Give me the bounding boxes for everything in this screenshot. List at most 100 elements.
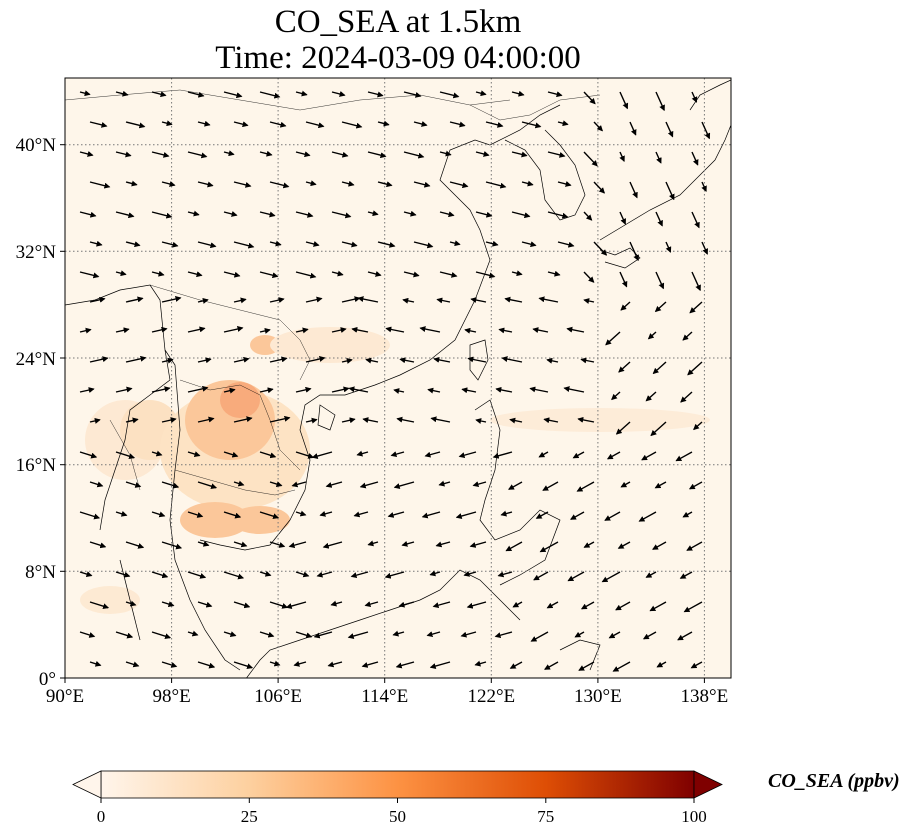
wind-arrow — [427, 387, 441, 394]
wind-arrow — [151, 511, 166, 518]
wind-arrow — [474, 660, 487, 667]
wind-arrow — [319, 510, 333, 517]
wind-arrow — [682, 511, 693, 518]
wind-arrow — [393, 481, 415, 489]
wind-arrow — [223, 571, 245, 580]
wind-arrow — [197, 416, 215, 423]
wind-arrow — [430, 416, 451, 423]
wind-arrow — [305, 296, 323, 303]
wind-arrow — [115, 386, 133, 393]
x-tick-label: 130°E — [574, 686, 622, 707]
wind-arrow — [89, 240, 103, 247]
wind-arrow — [583, 91, 596, 105]
wind-arrow — [259, 211, 276, 218]
wind-arrow — [580, 601, 595, 610]
wind-arrow — [403, 271, 420, 278]
wind-arrow — [475, 151, 490, 157]
wind-arrow — [439, 211, 455, 218]
wind-arrow — [680, 391, 693, 403]
wind-arrow — [295, 510, 307, 517]
colorbar-label: CO_SEA (ppbv) — [768, 770, 900, 792]
wind-arrow — [384, 571, 405, 579]
wind-arrow — [691, 211, 700, 229]
wind-arrow — [115, 211, 135, 219]
wind-arrow — [529, 386, 549, 393]
wind-arrow — [401, 540, 415, 547]
wind-arrow — [197, 241, 217, 249]
wind-arrow — [233, 416, 253, 423]
wind-arrow — [392, 630, 405, 637]
wind-arrow — [125, 241, 141, 248]
wind-arrow — [691, 151, 699, 166]
wind-arrow — [433, 356, 451, 363]
wind-arrow — [617, 541, 631, 549]
y-tick-label: 40°N — [16, 135, 57, 156]
wind-arrow — [455, 511, 477, 519]
wind-arrow — [341, 296, 361, 303]
wind-arrow — [618, 361, 631, 373]
wind-arrow — [449, 121, 466, 128]
y-tick-label: 16°N — [16, 455, 57, 476]
wind-arrow — [187, 271, 203, 278]
wind-arrow — [197, 601, 213, 608]
wind-arrow — [501, 356, 523, 363]
wind-arrow — [115, 151, 132, 158]
wind-arrow — [419, 326, 441, 333]
wind-arrow — [413, 181, 431, 188]
wind-arrow — [295, 211, 314, 218]
wind-arrow — [187, 451, 201, 457]
wind-arrow — [331, 211, 352, 219]
wind-arrow — [413, 241, 434, 249]
wind-arrow — [288, 541, 307, 549]
wind-arrow — [305, 417, 318, 424]
wind-arrow — [341, 241, 358, 248]
wind-arrow — [665, 121, 674, 138]
wind-arrow — [403, 91, 422, 98]
map-background — [65, 78, 731, 678]
wind-arrow — [305, 356, 326, 363]
wind-arrow — [424, 451, 441, 458]
wind-arrow — [398, 601, 415, 608]
wind-arrow — [151, 151, 170, 158]
wind-arrow — [390, 451, 405, 458]
wind-arrow — [485, 181, 507, 189]
wind-arrow — [89, 417, 101, 424]
wind-arrow — [679, 571, 693, 579]
wind-arrow — [689, 301, 703, 314]
wind-arrow — [701, 241, 709, 255]
wind-arrow — [125, 296, 144, 303]
wind-arrow — [295, 571, 310, 578]
wind-arrow — [691, 271, 701, 292]
wind-arrow — [619, 211, 627, 225]
y-tick-label: 24°N — [16, 349, 57, 370]
wind-arrow — [233, 541, 248, 548]
wind-arrow — [377, 241, 396, 248]
wind-arrow — [187, 630, 199, 637]
wind-arrow — [577, 416, 595, 423]
wind-arrow — [259, 91, 281, 99]
wind-arrow — [295, 327, 309, 334]
wind-arrow — [79, 90, 91, 97]
wind-arrow — [641, 451, 657, 461]
wind-arrow — [377, 181, 393, 188]
wind-arrow — [475, 418, 487, 424]
wind-arrow — [161, 481, 180, 489]
wind-arrow — [532, 327, 549, 334]
colorbar-tick-label: 100 — [681, 807, 707, 826]
wind-arrow — [259, 511, 280, 520]
wind-arrow — [151, 270, 165, 277]
wind-arrow — [161, 120, 173, 127]
wind-arrow — [356, 450, 369, 457]
wind-arrow — [311, 451, 333, 459]
wind-arrow — [691, 91, 698, 103]
wind-arrow — [619, 151, 625, 163]
wind-arrow — [535, 511, 549, 519]
wind-arrow — [509, 661, 523, 669]
wind-arrow — [89, 660, 102, 667]
wind-arrow — [475, 90, 487, 97]
wind-arrow — [638, 511, 657, 522]
wind-arrow — [654, 481, 667, 489]
wind-arrow — [665, 241, 672, 253]
x-tick-label: 114°E — [361, 686, 408, 707]
